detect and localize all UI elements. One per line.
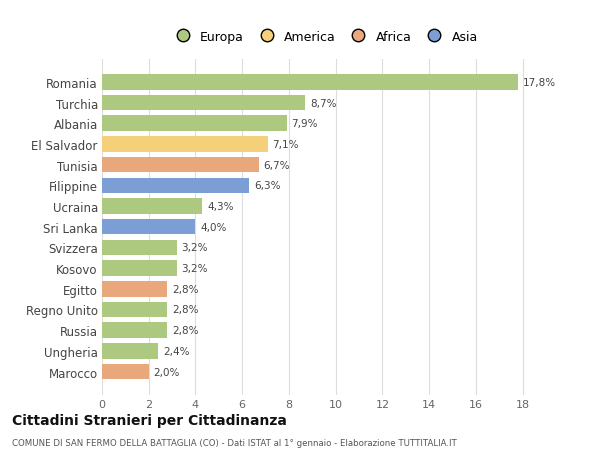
Bar xyxy=(102,302,167,318)
Bar xyxy=(102,364,149,380)
Bar xyxy=(102,219,196,235)
Text: 17,8%: 17,8% xyxy=(523,78,556,88)
Text: 3,2%: 3,2% xyxy=(181,243,208,253)
Bar xyxy=(102,116,287,132)
Text: 4,3%: 4,3% xyxy=(207,202,233,212)
Text: 6,3%: 6,3% xyxy=(254,181,280,191)
Text: 4,0%: 4,0% xyxy=(200,222,227,232)
Text: 6,7%: 6,7% xyxy=(263,160,290,170)
Bar xyxy=(102,199,202,214)
Text: 2,8%: 2,8% xyxy=(172,325,199,336)
Bar xyxy=(102,240,177,256)
Text: 2,8%: 2,8% xyxy=(172,305,199,315)
Bar xyxy=(102,261,177,276)
Legend: Europa, America, Africa, Asia: Europa, America, Africa, Asia xyxy=(165,26,483,49)
Bar xyxy=(102,157,259,173)
Text: 2,4%: 2,4% xyxy=(163,346,189,356)
Text: 2,0%: 2,0% xyxy=(154,367,180,377)
Text: 3,2%: 3,2% xyxy=(181,263,208,274)
Text: COMUNE DI SAN FERMO DELLA BATTAGLIA (CO) - Dati ISTAT al 1° gennaio - Elaborazio: COMUNE DI SAN FERMO DELLA BATTAGLIA (CO)… xyxy=(12,438,457,447)
Text: 2,8%: 2,8% xyxy=(172,284,199,294)
Bar xyxy=(102,281,167,297)
Bar xyxy=(102,323,167,338)
Bar xyxy=(102,178,249,194)
Text: 7,9%: 7,9% xyxy=(291,119,318,129)
Text: 7,1%: 7,1% xyxy=(272,140,299,150)
Bar xyxy=(102,95,305,111)
Bar xyxy=(102,137,268,152)
Bar xyxy=(102,343,158,359)
Text: Cittadini Stranieri per Cittadinanza: Cittadini Stranieri per Cittadinanza xyxy=(12,414,287,428)
Text: 8,7%: 8,7% xyxy=(310,98,337,108)
Bar xyxy=(102,75,518,90)
